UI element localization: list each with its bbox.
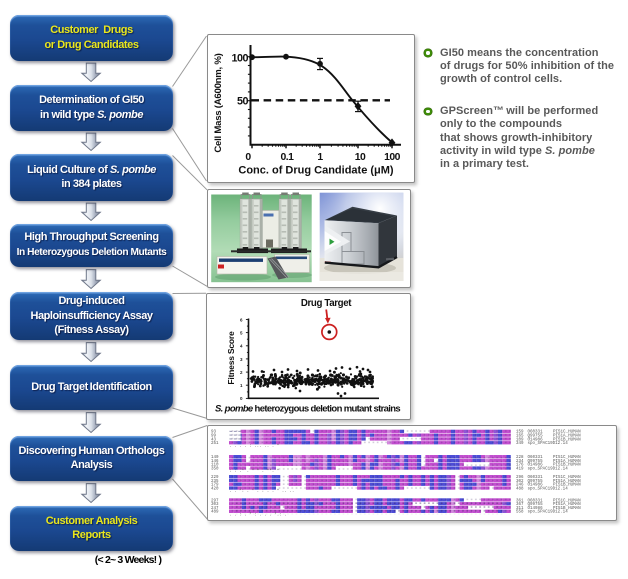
svg-text:PI51A_HUMAN: PI51A_HUMAN	[553, 435, 581, 439]
svg-text:5: 5	[240, 330, 243, 335]
svg-text:10: 10	[355, 152, 366, 163]
svg-text:spo_SPAC19D12.14: spo_SPAC19D12.14	[528, 487, 569, 491]
svg-text:235: 235	[211, 480, 219, 484]
svg-text:PI51C_HUMAN: PI51C_HUMAN	[553, 476, 581, 480]
svg-text:Conc. of Drug Candidate (μM): Conc. of Drug Candidate (μM)	[238, 165, 394, 177]
svg-text:6: 6	[240, 317, 243, 322]
svg-text:109: 109	[516, 438, 524, 442]
svg-text:O14986: O14986	[528, 484, 544, 488]
svg-text:361: 361	[516, 499, 524, 503]
svg-text:PI51B_HUMAN: PI51B_HUMAN	[553, 438, 581, 442]
svg-text:110: 110	[211, 464, 219, 468]
svg-text:O14986: O14986	[528, 507, 544, 511]
svg-text:PI51B_HUMAN: PI51B_HUMAN	[553, 507, 581, 511]
svg-text:234: 234	[516, 460, 524, 464]
svg-text:PI51C_HUMAN: PI51C_HUMAN	[553, 431, 581, 435]
svg-text:302: 302	[516, 480, 524, 484]
svg-text:0: 0	[245, 152, 251, 163]
svg-text:0.1: 0.1	[281, 152, 295, 163]
svg-text:419: 419	[516, 467, 524, 471]
svg-text:Q99755: Q99755	[528, 480, 544, 484]
svg-text:165: 165	[516, 435, 524, 439]
svg-text:0: 0	[240, 396, 243, 401]
svg-text:43: 43	[211, 438, 217, 442]
svg-text:229: 229	[211, 476, 219, 480]
svg-text:311: 311	[516, 507, 524, 511]
svg-text:O60331: O60331	[528, 431, 544, 435]
svg-text:99: 99	[211, 435, 217, 439]
svg-text:O14986: O14986	[528, 464, 544, 468]
svg-text:Cell Mass (A600nm, %): Cell Mass (A600nm, %)	[213, 53, 224, 152]
svg-text:93: 93	[211, 431, 217, 435]
svg-text:O60331: O60331	[528, 456, 544, 460]
svg-text:1: 1	[317, 152, 323, 163]
svg-text:349: 349	[516, 442, 524, 446]
svg-text:246: 246	[516, 484, 524, 488]
svg-text:PI51C_HUMAN: PI51C_HUMAN	[553, 456, 581, 460]
svg-text:146: 146	[211, 460, 219, 464]
svg-text:PI51A_HUMAN: PI51A_HUMAN	[553, 460, 581, 464]
svg-text:O60331: O60331	[528, 499, 544, 503]
svg-text:S. pombe heterozygous deletion: S. pombe heterozygous deletion mutant st…	[215, 404, 400, 415]
svg-text:Q99755: Q99755	[528, 435, 544, 439]
svg-text:. . *: . * . : .: . . *: . * . : . . * .. ..	[229, 489, 294, 494]
svg-text:1: 1	[240, 383, 243, 388]
svg-text:PI51B_HUMAN: PI51B_HUMAN	[553, 484, 581, 488]
svg-text:247: 247	[211, 507, 219, 511]
svg-text:4: 4	[240, 344, 243, 349]
svg-text:3: 3	[240, 357, 243, 362]
svg-text:PI51A_HUMAN: PI51A_HUMAN	[553, 480, 581, 484]
svg-text:296: 296	[516, 476, 524, 480]
svg-text:50: 50	[237, 96, 249, 108]
svg-text:159: 159	[516, 431, 524, 435]
svg-text:Q99755: Q99755	[528, 460, 544, 464]
svg-text:297: 297	[211, 499, 219, 503]
svg-text:Q99755: Q99755	[528, 503, 544, 507]
svg-text:spo_SPAC19D12.14: spo_SPAC19D12.14	[528, 511, 569, 515]
svg-text:Fitness Score: Fitness Score	[226, 331, 236, 385]
svg-text:100: 100	[384, 152, 401, 163]
svg-text:420: 420	[211, 487, 219, 491]
svg-text:350: 350	[211, 467, 219, 471]
svg-text:176: 176	[516, 464, 524, 468]
svg-text:367: 367	[516, 503, 524, 507]
svg-text:. . . . :: . . . . : ... .. . *	[229, 444, 279, 449]
svg-text:489: 489	[211, 511, 219, 515]
svg-text:PI51C_HUMAN: PI51C_HUMAN	[553, 499, 581, 503]
svg-text:O60331: O60331	[528, 476, 544, 480]
svg-text:spo_SPAC19D12.14: spo_SPAC19D12.14	[528, 467, 569, 471]
svg-text:140: 140	[211, 456, 219, 460]
svg-text:179: 179	[211, 484, 219, 488]
svg-text:PI51A_HUMAN: PI51A_HUMAN	[553, 503, 581, 507]
svg-text:100: 100	[231, 53, 248, 65]
svg-text:251: 251	[211, 442, 219, 446]
svg-text:558: 558	[516, 511, 524, 515]
svg-text:PI51B_HUMAN: PI51B_HUMAN	[553, 464, 581, 468]
svg-text:228: 228	[516, 456, 524, 460]
svg-text:488: 488	[516, 487, 524, 491]
svg-text:O14986: O14986	[528, 438, 544, 442]
svg-text:spo_SPAC19D12.14: spo_SPAC19D12.14	[528, 442, 569, 446]
svg-text:Drug Target: Drug Target	[301, 298, 352, 309]
svg-text:303: 303	[211, 503, 219, 507]
svg-text:2: 2	[240, 370, 243, 375]
svg-text:: : .* . *: : : .* . * * . **. *	[229, 469, 279, 474]
svg-text:. . : . * :: . . : . * : . . . *.: .	[229, 513, 287, 518]
